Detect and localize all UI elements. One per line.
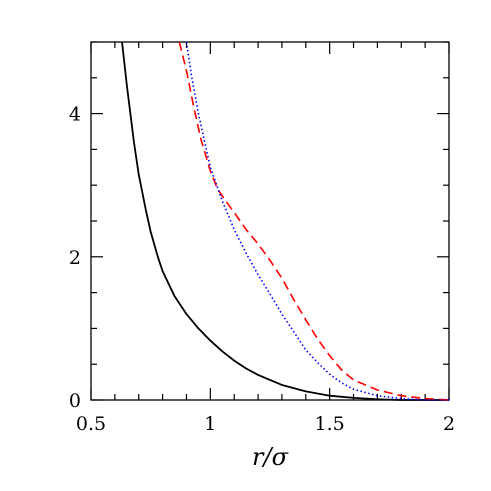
series-layer	[121, 41, 450, 401]
x-tick-label: 2	[443, 413, 455, 435]
x-axis-title: r/σ	[252, 443, 289, 471]
axis-ticks	[90, 41, 450, 401]
tick-labels: 0.5 1 1.5 2 0 2 4	[69, 104, 455, 435]
x-tick-label: 0.5	[76, 413, 106, 435]
plot-frame	[90, 41, 450, 401]
x-tick-label: 1	[204, 413, 216, 435]
y-tick-label: 2	[69, 247, 81, 269]
series-line-solid	[121, 41, 449, 401]
y-tick-label: 4	[69, 104, 81, 126]
y-tick-label: 0	[69, 390, 81, 412]
x-tick-label: 1.5	[315, 413, 345, 435]
series-line-dashed	[178, 41, 450, 401]
series-line-dotted	[185, 41, 449, 401]
